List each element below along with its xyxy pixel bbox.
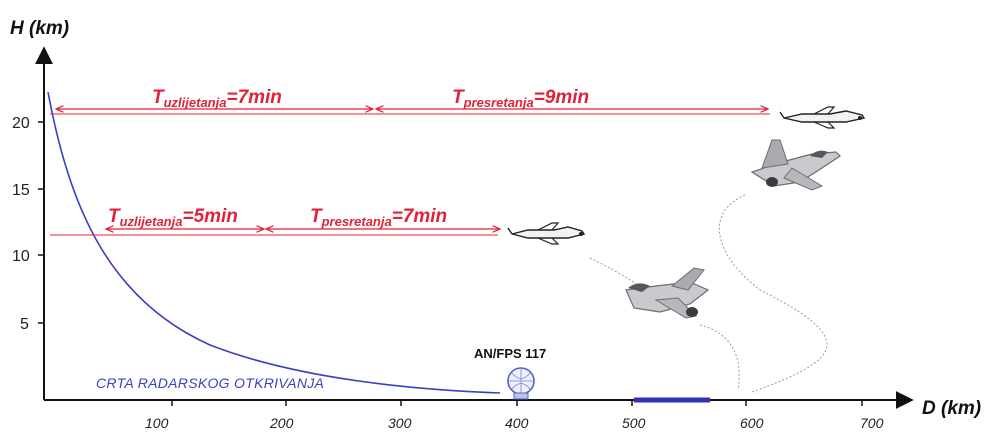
x-tick-label: 300 (388, 415, 412, 431)
y-tick-label: 10 (12, 248, 30, 265)
y-axis-label: H (km) (10, 18, 69, 39)
climb-time-low-label: Tuzlijetanja=5min (108, 206, 238, 229)
x-tick-label: 400 (505, 415, 529, 431)
radar-detection-curve (47, 91, 501, 394)
x-tick-label: 100 (145, 415, 169, 431)
x-axis-label: D (km) (922, 398, 981, 419)
radar-dome-icon (507, 367, 535, 400)
y-tick-label: 20 (12, 115, 30, 132)
y-tick-label: 15 (12, 182, 30, 199)
target-aircraft-icon (779, 106, 866, 129)
y-tick-label: 5 (20, 316, 29, 333)
flight-path-high (718, 194, 828, 393)
radar-detection-curve-label: CRTA RADARSKOG OTKRIVANJA (96, 375, 324, 391)
x-tick-label: 600 (740, 415, 764, 431)
x-tick-label: 200 (269, 415, 294, 431)
radar-label: AN/FPS 117 (474, 346, 546, 361)
intercept-time-top-label: Tpresretanja=9min (452, 87, 589, 110)
x-ticks (171, 400, 863, 406)
target-aircraft-icon (507, 222, 586, 245)
climb-time-top-label: Tuzlijetanja=7min (152, 87, 282, 110)
x-tick-label: 500 (622, 415, 646, 431)
flight-path-low (589, 257, 740, 391)
fighter-jet-icon (750, 139, 841, 191)
intercept-time-low-label: Tpresretanja=7min (310, 206, 447, 229)
x-tick-label: 700 (860, 415, 884, 431)
fighter-jet-icon (625, 267, 710, 319)
